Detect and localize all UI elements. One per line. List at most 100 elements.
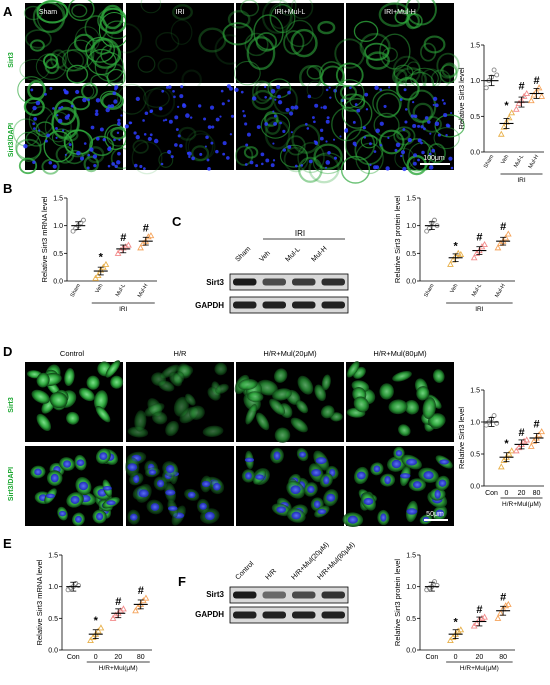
panel-a-col-title: Sham: [39, 9, 57, 16]
cell-nucleus: [138, 489, 149, 498]
data-point: [535, 431, 543, 438]
tubule-outline: [268, 2, 292, 30]
nucleus-dot: [261, 162, 264, 166]
nucleus-dot: [215, 117, 220, 122]
data-point: [530, 437, 538, 444]
nucleus-dot: [387, 136, 390, 139]
data-point: [426, 585, 432, 591]
cell-body: [432, 369, 445, 383]
nucleus-dot: [211, 125, 215, 129]
nucleus-dot: [423, 127, 426, 131]
tubule-outline: [110, 127, 127, 140]
cell-body: [274, 427, 291, 443]
data-point: [523, 436, 531, 443]
nucleus-dot: [222, 152, 226, 156]
tubule-outline: [170, 19, 193, 45]
tubule-outline: [279, 144, 308, 168]
nucleus-dot: [245, 143, 249, 147]
nucleus-dot: [263, 85, 267, 89]
chart-panel-b: 0.0 0.5 1.0 1.5 Relative Sirt3 mRNA level Sha…: [40, 196, 157, 313]
nucleus-dot: [199, 152, 203, 156]
cell-nucleus: [96, 512, 104, 521]
nucleus-dot: [64, 153, 67, 156]
tubule-outline: [110, 23, 143, 54]
nucleus-dot: [320, 128, 324, 132]
tubule-outline: [290, 0, 314, 20]
panel-c-lane-label: Veh: [258, 250, 272, 264]
nucleus-dot: [32, 122, 36, 126]
tubule-outline: [283, 146, 309, 173]
nucleus-dot: [112, 91, 117, 96]
nucleus-dot: [365, 108, 369, 111]
y-tick-label: 0.0: [470, 484, 480, 491]
nucleus-dot: [307, 94, 312, 99]
nucleus-dot: [147, 136, 152, 142]
nucleus-dot: [82, 97, 87, 103]
nucleus-dot: [402, 166, 407, 172]
nucleus-dot: [168, 85, 172, 89]
nucleus-dot: [23, 144, 28, 149]
panel-c-group-label: IRI: [295, 229, 305, 238]
data-point: [504, 230, 512, 237]
nucleus-dot: [433, 96, 438, 102]
data-point: [491, 413, 497, 419]
cell-body: [256, 379, 278, 396]
tubule-outline: [244, 32, 269, 57]
x-tick-label: Sham: [70, 283, 83, 299]
tubule-outline: [407, 13, 423, 29]
tubule-outline: [395, 76, 420, 101]
cell-micrograph: [25, 446, 123, 526]
nucleus-dot: [265, 158, 270, 163]
chart-panel-e: 0.0 0.5 1.0 1.5 Relative Sirt3 mRNA level Con…: [35, 553, 152, 672]
tubule-outline: [172, 4, 193, 21]
nucleus-dot: [30, 88, 34, 92]
tubule-outline: [81, 82, 99, 100]
tubule-outline: [43, 53, 59, 69]
cell-body: [215, 383, 229, 394]
tubule-outline: [227, 10, 251, 29]
chart-panel-c: 0.0 0.5 1.0 1.5 Relative Sirt3 protein level…: [393, 196, 515, 313]
tubule-outline: [240, 0, 260, 17]
tubule-outline: [273, 86, 298, 115]
cell-body: [202, 425, 224, 438]
nucleus-dot: [120, 114, 123, 117]
tubule-outline: [354, 135, 384, 165]
nucleus-dot: [417, 138, 422, 143]
tissue-micrograph: [12, 76, 133, 175]
nucleus-dot: [434, 121, 440, 127]
cell-body: [296, 400, 309, 414]
tissue-micrograph: [222, 0, 346, 90]
tissue-micrograph: [19, 0, 130, 89]
cell-body: [95, 405, 111, 423]
nucleus-dot: [180, 85, 184, 89]
nucleus-dot: [311, 116, 315, 119]
data-point: [497, 463, 505, 470]
x-tick-label: Mul-L: [513, 154, 525, 169]
nucleus-dot: [49, 87, 53, 91]
panel-f-lane-label: H/R: [264, 568, 277, 581]
nucleus-dot: [364, 92, 369, 97]
nucleus-dot: [421, 150, 425, 155]
significance-marker: *: [504, 100, 509, 112]
nucleus-dot: [133, 131, 137, 135]
nucleus-dot: [162, 119, 166, 122]
blot-band: [262, 278, 286, 286]
tubule-outline: [187, 133, 216, 161]
nucleus-dot: [95, 136, 100, 141]
cell-body: [36, 372, 50, 388]
y-axis-label: Relative Sirt3 protein level: [393, 559, 402, 646]
nucleus-dot: [420, 141, 423, 145]
y-axis-label: Relative Sirt3 level: [457, 67, 466, 129]
nucleus-dot: [333, 156, 337, 160]
tubule-outline: [376, 92, 401, 119]
data-point: [512, 105, 520, 112]
nucleus-dot: [320, 136, 324, 141]
tubule-outline: [360, 134, 378, 149]
nucleus-dot: [160, 162, 164, 166]
significance-marker: #: [120, 232, 126, 244]
nucleus-dot: [277, 100, 283, 105]
nucleus-dot: [304, 122, 308, 126]
nucleus-dot: [264, 122, 269, 126]
tubule-outline: [157, 57, 178, 75]
nucleus-dot: [251, 96, 257, 101]
